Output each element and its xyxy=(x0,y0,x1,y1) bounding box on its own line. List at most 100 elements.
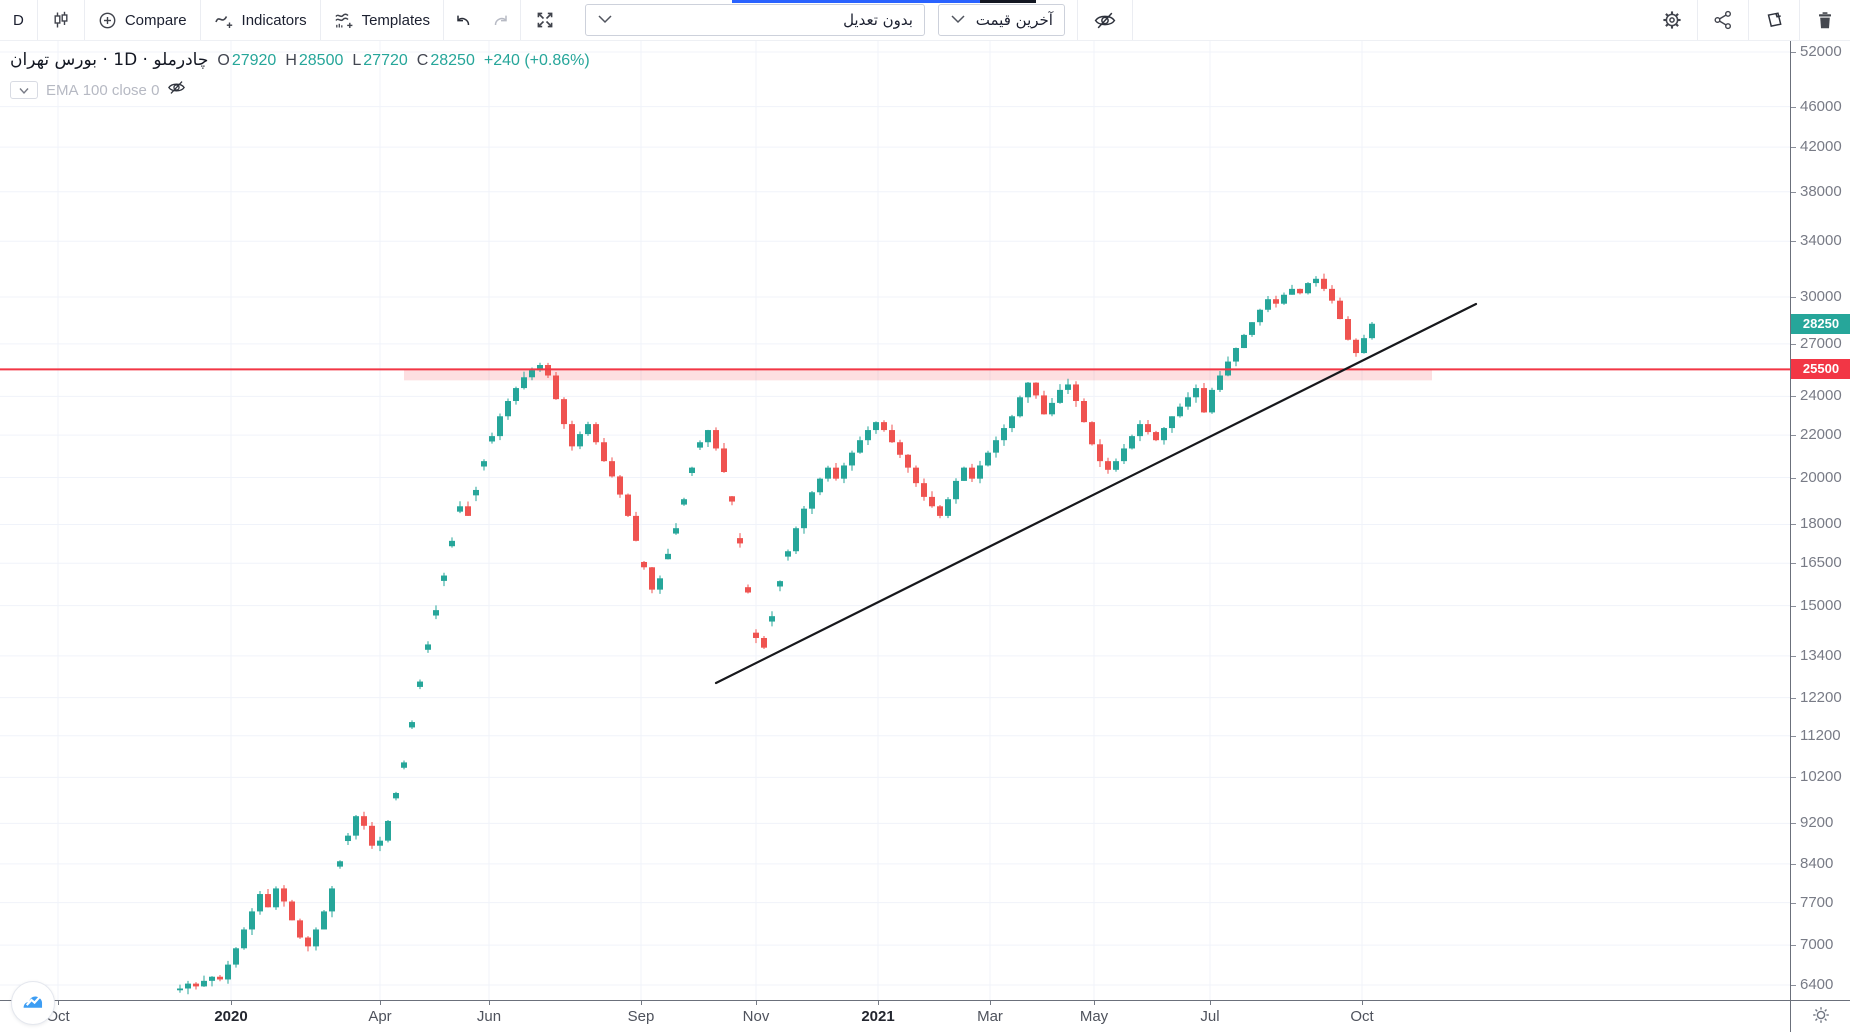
chart-area: چادرملو · 1D · بورس تهران O 27920 H 28500 … xyxy=(0,40,1790,1025)
price-axis-label: 15000 xyxy=(1791,596,1842,614)
time-axis-label: Oct xyxy=(1350,1008,1374,1025)
price-axis-label: 38000 xyxy=(1791,182,1842,200)
price-axis-label: 20000 xyxy=(1791,468,1842,486)
trash-icon xyxy=(1816,10,1834,30)
compare-label: Compare xyxy=(124,11,187,29)
chart-style-button[interactable] xyxy=(38,0,84,40)
price-axis-label: 34000 xyxy=(1791,232,1842,250)
time-axis-tick xyxy=(231,1001,232,1005)
time-axis-label: 2020 xyxy=(214,1008,248,1025)
settings-button[interactable] xyxy=(1647,0,1697,40)
indicators-label: Indicators xyxy=(241,11,307,29)
templates-button[interactable]: Templates xyxy=(321,0,443,40)
time-axis-tick xyxy=(58,1001,59,1005)
undo-icon xyxy=(453,12,473,29)
symbol-legend-row: چادرملو · 1D · بورس تهران O 27920 H 28500 … xyxy=(10,50,590,70)
time-axis-label: Sep xyxy=(627,1008,655,1025)
low-label: L xyxy=(352,52,362,69)
price-axis-label: 18000 xyxy=(1791,515,1842,533)
time-axis-label: Jun xyxy=(476,1008,502,1025)
chart-maximize-button[interactable] xyxy=(11,981,55,1025)
time-axis-label: 2021 xyxy=(861,1008,895,1025)
time-axis-label: Apr xyxy=(368,1008,392,1025)
price-axis-label: 7700 xyxy=(1790,893,1834,911)
adjustment-select[interactable]: بدون تعدیل xyxy=(584,4,925,36)
interval-button[interactable]: D xyxy=(0,0,37,40)
high-label: H xyxy=(285,52,297,69)
hide-drawings-button[interactable] xyxy=(1078,0,1132,40)
ohlc-values: O 27920 H 28500 L 27720 C 28250 +240 (+0.86%… xyxy=(217,52,589,70)
delete-button[interactable] xyxy=(1800,0,1850,40)
adjustment-value: بدون تعدیل xyxy=(843,11,913,29)
change-value: +240 (+0.86%) xyxy=(483,52,590,69)
toolbar-divider xyxy=(1748,0,1749,40)
time-axis-tick xyxy=(1210,1001,1211,1005)
price-axis-label: 52000 xyxy=(1791,43,1842,60)
price-axis-label: 12200 xyxy=(1791,688,1842,706)
price-axis-label: 46000 xyxy=(1791,97,1842,115)
eye-hidden-icon[interactable] xyxy=(167,79,186,101)
time-axis[interactable]: Oct 2020 Apr Jun Sep Nov 2021 Mar May Jul Oct xyxy=(0,1000,1790,1032)
time-axis-label: Jul xyxy=(1200,1008,1220,1025)
chevron-down-icon xyxy=(18,83,30,98)
indicator-expand-button[interactable] xyxy=(10,81,38,99)
time-axis-label: Nov xyxy=(742,1008,770,1025)
chevron-down-icon xyxy=(597,11,613,29)
indicator-title[interactable]: EMA 100 close 0 xyxy=(46,81,160,99)
templates-label: Templates xyxy=(361,11,430,29)
open-label: O xyxy=(217,52,230,69)
price-axis-label: 8400 xyxy=(1790,854,1834,872)
top-accent-strip-dark xyxy=(980,0,1036,3)
time-axis-tick xyxy=(1362,1001,1363,1005)
price-mode-value: آخرین قیمت xyxy=(975,11,1053,29)
candlestick-chart-canvas[interactable] xyxy=(0,40,1790,1000)
alert-price-badge: 25500 xyxy=(1791,359,1850,380)
undo-button[interactable] xyxy=(444,0,482,40)
toolbar-divider xyxy=(1076,0,1078,40)
toolbar-divider xyxy=(519,0,521,40)
price-axis-label: 22000 xyxy=(1791,426,1842,444)
top-toolbar: D Compare xyxy=(0,0,1850,41)
redo-button[interactable] xyxy=(482,0,520,40)
toolbar-divider xyxy=(83,0,85,40)
toolbar-divider xyxy=(36,0,38,40)
share-button[interactable] xyxy=(1698,0,1748,40)
chart-legend: چادرملو · 1D · بورس تهران O 27920 H 28500 … xyxy=(10,50,590,101)
fullscreen-icon xyxy=(535,10,555,30)
indicator-legend-row: EMA 100 close 0 xyxy=(10,79,590,101)
low-value: 27720 xyxy=(363,52,408,69)
compare-button[interactable]: Compare xyxy=(85,0,200,40)
price-mode-select[interactable]: آخرین قیمت xyxy=(937,4,1065,36)
redo-icon xyxy=(491,12,511,29)
toolbar-divider xyxy=(442,0,444,40)
time-axis-tick xyxy=(756,1001,757,1005)
close-label: C xyxy=(416,52,429,69)
compare-icon xyxy=(98,11,117,30)
price-axis-label: 27000 xyxy=(1791,334,1842,352)
eye-hidden-icon xyxy=(1093,10,1117,31)
snapshot-button[interactable] xyxy=(1749,0,1799,40)
toolbar-divider xyxy=(1697,0,1698,40)
last-price-badge: 28250 xyxy=(1791,313,1850,334)
time-axis-tick xyxy=(990,1001,991,1005)
price-axis-label: 13400 xyxy=(1791,646,1842,664)
time-axis-tick xyxy=(380,1001,381,1005)
toolbar-divider xyxy=(199,0,201,40)
close-value: 28250 xyxy=(430,52,475,69)
templates-icon xyxy=(334,11,354,29)
fullscreen-button[interactable] xyxy=(521,0,569,40)
indicators-button[interactable]: Indicators xyxy=(201,0,320,40)
price-axis[interactable]: 28250 25500 52000 46000 42000 38000 34000 300… xyxy=(1790,40,1850,1000)
price-axis-label: 24000 xyxy=(1791,387,1842,405)
time-axis-tick xyxy=(641,1001,642,1005)
share-icon xyxy=(1713,10,1733,30)
candlestick-chart-icon xyxy=(52,11,70,29)
time-axis-tick xyxy=(489,1001,490,1005)
price-axis-label: 9200 xyxy=(1790,814,1834,832)
gear-icon xyxy=(1662,10,1682,30)
toolbar-divider xyxy=(1131,0,1133,40)
area-chart-icon xyxy=(21,990,46,1017)
sun-icon[interactable] xyxy=(1810,1004,1832,1031)
symbol-title[interactable]: چادرملو · 1D · بورس تهران xyxy=(10,50,209,70)
